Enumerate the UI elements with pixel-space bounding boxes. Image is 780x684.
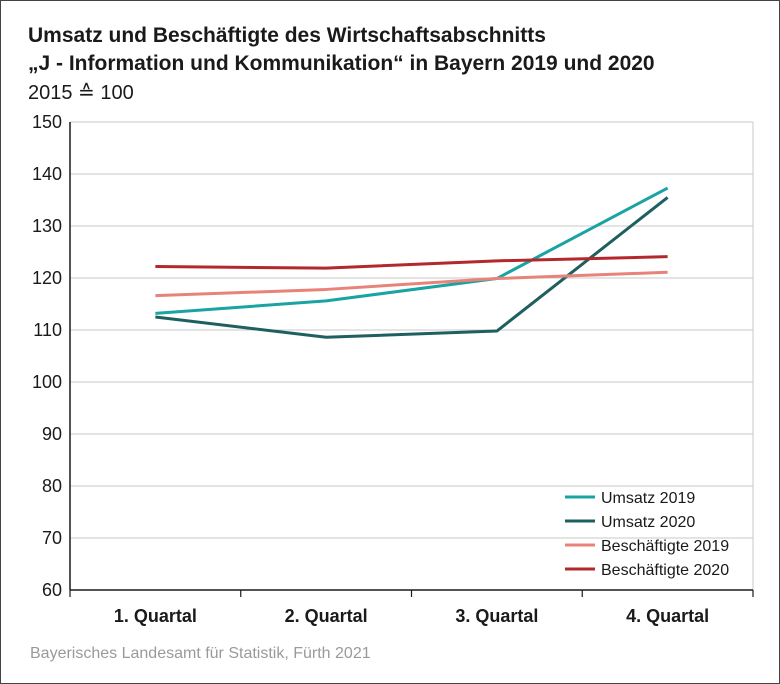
x-tick-labels: 1. Quartal 2. Quartal 3. Quartal 4. Quartal [114,606,709,626]
y-tick-label-110: 110 [33,320,62,340]
series-line-2 [155,196,669,339]
series-line-3 [155,270,668,298]
y-tick-label-140: 140 [32,164,62,184]
chart-subtitle: 2015 ≙ 100 [28,82,134,104]
legend-label-1: Umsatz 2019 [601,490,695,507]
y-tick-labels: 60 70 80 90 100 110 120 130 140 150 [32,112,62,600]
legend-label-2: Umsatz 2020 [601,514,695,531]
y-tick-label-80: 80 [42,476,62,496]
series-lines [155,186,669,339]
legend: Umsatz 2019 Umsatz 2020 Beschäftigte 2019 B… [565,490,729,579]
chart-title-line1: Umsatz und Beschäftigte des Wirtschaftsa… [28,24,546,47]
y-tick-label-100: 100 [32,372,62,392]
x-tick-label-2: 2. Quartal [285,606,368,626]
legend-label-3: Beschäftigte 2019 [601,538,729,555]
legend-label-4: Beschäftigte 2020 [601,562,729,579]
x-tick-label-1: 1. Quartal [114,606,197,626]
gridlines [69,121,754,597]
series-line-4 [155,255,668,270]
y-tick-label-70: 70 [42,528,62,548]
y-tick-label-60: 60 [42,580,62,600]
series-line-1 [155,186,669,315]
chart-title-line2: „J - Information und Kommunikation“ in B… [28,52,655,75]
y-tick-label-90: 90 [42,424,62,444]
source-note: Bayerisches Landesamt für Statistik, Für… [30,645,371,662]
chart-title: Umsatz und Beschäftigte des Wirtschaftsa… [28,22,655,78]
x-tick-label-4: 4. Quartal [626,606,709,626]
y-tick-label-130: 130 [32,216,62,236]
y-tick-label-120: 120 [32,268,62,288]
y-tick-label-150: 150 [32,112,62,132]
x-tick-label-3: 3. Quartal [455,606,538,626]
